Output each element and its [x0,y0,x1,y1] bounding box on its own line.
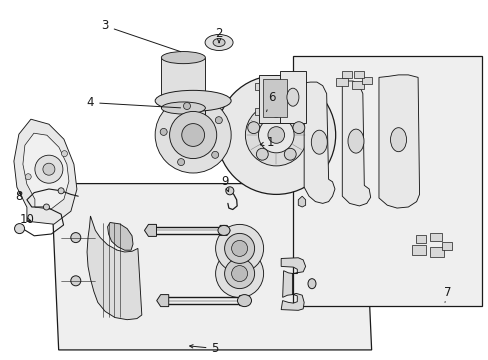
Polygon shape [442,242,451,250]
Polygon shape [156,294,168,307]
Polygon shape [259,75,288,123]
Circle shape [71,233,81,243]
Ellipse shape [347,129,363,153]
Ellipse shape [311,130,326,154]
Circle shape [284,148,296,160]
Polygon shape [361,77,371,84]
Ellipse shape [390,128,406,152]
Polygon shape [304,82,334,203]
Ellipse shape [213,39,224,46]
Text: 2: 2 [215,27,223,42]
Polygon shape [415,235,426,243]
Circle shape [155,97,231,173]
Circle shape [225,187,233,195]
Circle shape [215,117,222,124]
Polygon shape [144,224,156,237]
Polygon shape [351,81,364,89]
Circle shape [61,150,67,157]
Polygon shape [378,75,419,208]
Circle shape [245,104,306,166]
Circle shape [267,127,284,143]
Polygon shape [293,56,481,306]
Text: 10: 10 [20,213,34,226]
Ellipse shape [161,51,205,64]
Circle shape [215,224,263,273]
Polygon shape [429,233,442,241]
Text: 9: 9 [221,175,228,192]
Circle shape [231,266,247,282]
Ellipse shape [307,279,315,289]
Circle shape [35,155,63,183]
Circle shape [177,158,184,166]
Polygon shape [23,133,69,209]
Circle shape [15,224,24,234]
Text: 1: 1 [260,136,273,149]
Polygon shape [51,184,371,350]
Circle shape [247,122,259,134]
Circle shape [256,148,268,160]
Circle shape [71,276,81,286]
Circle shape [43,204,49,210]
Text: 7: 7 [443,286,450,302]
Polygon shape [107,222,133,250]
Circle shape [58,188,64,194]
Polygon shape [263,79,286,117]
Circle shape [292,122,304,134]
Polygon shape [298,196,305,207]
Polygon shape [87,216,142,320]
Ellipse shape [286,88,298,106]
Text: 5: 5 [189,342,219,355]
Circle shape [182,123,204,147]
Circle shape [169,112,216,158]
Circle shape [224,258,254,289]
Polygon shape [353,71,364,78]
Circle shape [224,233,254,264]
Ellipse shape [218,225,229,235]
Polygon shape [239,296,249,306]
Polygon shape [281,258,305,310]
Polygon shape [411,245,426,255]
Circle shape [160,129,167,135]
Polygon shape [342,71,351,78]
Polygon shape [161,58,205,108]
Polygon shape [255,108,259,115]
Polygon shape [335,78,347,86]
Circle shape [43,163,55,175]
Circle shape [231,240,247,256]
Circle shape [211,151,218,158]
Circle shape [217,76,335,194]
Circle shape [258,117,293,153]
Circle shape [25,174,31,180]
Circle shape [215,249,263,298]
Polygon shape [220,225,229,235]
Text: 8: 8 [15,190,22,203]
Text: 6: 6 [266,91,275,112]
Text: 4: 4 [86,96,180,109]
Polygon shape [429,247,444,257]
Polygon shape [255,83,259,90]
Polygon shape [342,81,370,206]
Ellipse shape [155,90,231,111]
Text: 3: 3 [101,19,181,52]
Polygon shape [279,71,305,123]
Ellipse shape [161,102,205,114]
Ellipse shape [204,35,233,50]
Polygon shape [14,119,77,224]
Circle shape [270,105,282,117]
Circle shape [183,103,190,109]
Ellipse shape [237,294,251,307]
